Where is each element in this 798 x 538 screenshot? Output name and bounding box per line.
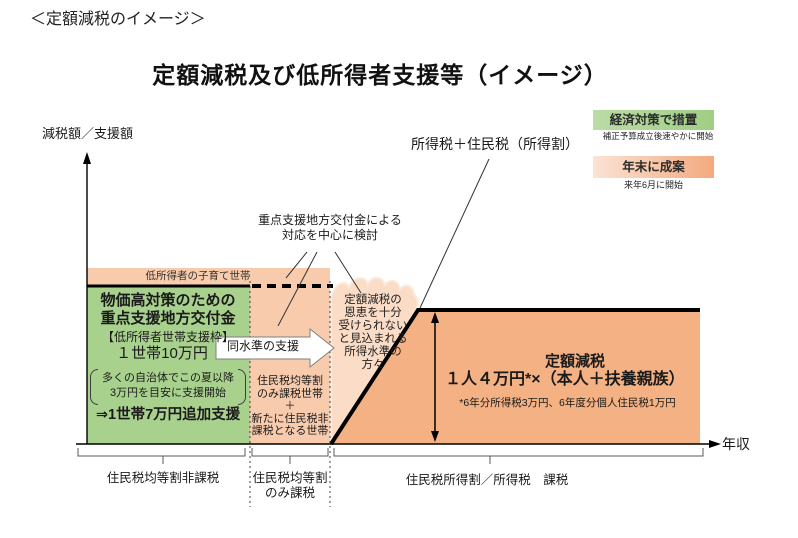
middle-column-line: 課税となる世帯	[251, 425, 329, 437]
note-leader-middle	[277, 251, 318, 327]
cloud-line: と見込まれる	[338, 333, 408, 345]
teigaku-footnote: *6年分所得税3万円、6年度分個人住民税1万円	[459, 397, 676, 409]
cloud-line: 所得水準の	[344, 346, 402, 358]
green-box-title2: 重点支援地方交付金	[100, 310, 236, 327]
bottom-segment1-label: 住民税均等割非課税	[106, 471, 220, 485]
same-level-arrow-label: 同水準の支援	[226, 339, 299, 353]
same-level-arrow-shape	[215, 327, 335, 369]
bottom-segment2-line1: 住民税均等割	[252, 471, 328, 485]
green-box-paren-note: 多くの自治体でこの夏以降 3万円を目安に支援開始	[90, 369, 246, 405]
y-axis-label: 減税額／支援額	[42, 126, 134, 141]
bottom-segment3-label: 住民税所得割／所得税 課税	[405, 473, 569, 487]
brace-segment1	[77, 448, 246, 464]
middle-column-line: 新たに住民税非	[251, 412, 329, 425]
paren-line1: 多くの自治体でこの夏以降	[102, 372, 234, 384]
green-subsidy-region	[87, 285, 250, 444]
brace-segment3	[333, 448, 704, 464]
right-paren-icon	[238, 369, 246, 405]
double-arrow-bottom-icon	[431, 431, 439, 442]
green-box-subtitle: 【低所得者世帯支援枠】	[101, 330, 234, 344]
teigaku-amount: １人４万円*×（本人＋扶養親族）	[445, 371, 685, 388]
cloud-shape	[330, 276, 419, 448]
x-axis-label: 年収	[722, 436, 750, 452]
tax-cap-line	[329, 308, 700, 446]
note-line2: 対応を中心に検討	[281, 228, 378, 242]
x-axis-arrowhead-icon	[709, 440, 721, 448]
note-leader-left	[285, 251, 308, 279]
middle-column-line: のみ課税世帯	[257, 387, 323, 400]
bottom-segment2-label: 住民税均等割 のみ課税	[250, 471, 330, 501]
green-box-result: ⇒1世帯7万円追加支援	[95, 407, 241, 423]
tax-label-leader-line	[419, 158, 490, 309]
bottom-segment2-line2: のみ課税	[264, 486, 315, 500]
legend-green-box: 経済対策で措置	[593, 110, 714, 130]
cloud-line: 方々	[361, 359, 385, 371]
cloud-text: 定額減税の 恩恵を十分 受けられない と見込まれる 所得水準の 方々	[326, 294, 420, 372]
tax-line-label: 所得税＋住民税（所得割）	[411, 136, 579, 152]
note-leader-right	[334, 251, 362, 294]
left-paren-icon	[90, 369, 98, 405]
legend-green-subtext: 補正予算成立後速やかに開始	[602, 131, 714, 141]
strip-label: 低所得者の子育て世帯	[145, 270, 251, 282]
double-arrow-top-icon	[431, 312, 439, 323]
legend-orange-box: 年末に成案	[593, 156, 714, 178]
cloud-line: 受けられない	[338, 320, 408, 332]
tax-cut-region	[331, 310, 700, 444]
middle-column-line: 住民税均等割	[257, 375, 323, 387]
middle-column-line: ＋	[284, 400, 296, 412]
page-header: ＜定額減税のイメージ＞	[30, 11, 206, 28]
page-title: 定額減税及び低所得者支援等（イメージ）	[152, 62, 608, 88]
y-axis-arrowhead-icon	[83, 152, 91, 164]
note-line1: 重点支援地方交付金による	[258, 213, 402, 227]
teigaku-title: 定額減税	[544, 353, 605, 370]
green-box-amount: １世帯10万円	[116, 345, 208, 362]
cloud-line: 定額減税の	[344, 294, 402, 306]
brace-segment2	[251, 448, 329, 464]
green-box-title1: 物価高対策のための	[100, 292, 236, 309]
middle-column-text: 住民税均等割 のみ課税世帯 ＋ 新たに住民税非 課税となる世帯	[250, 375, 330, 438]
legend-orange-subtext: 来年6月に開始	[623, 180, 683, 190]
paren-line2: 3万円を目安に支援開始	[109, 386, 227, 399]
cloud-line: 恩恵を十分	[344, 307, 402, 319]
